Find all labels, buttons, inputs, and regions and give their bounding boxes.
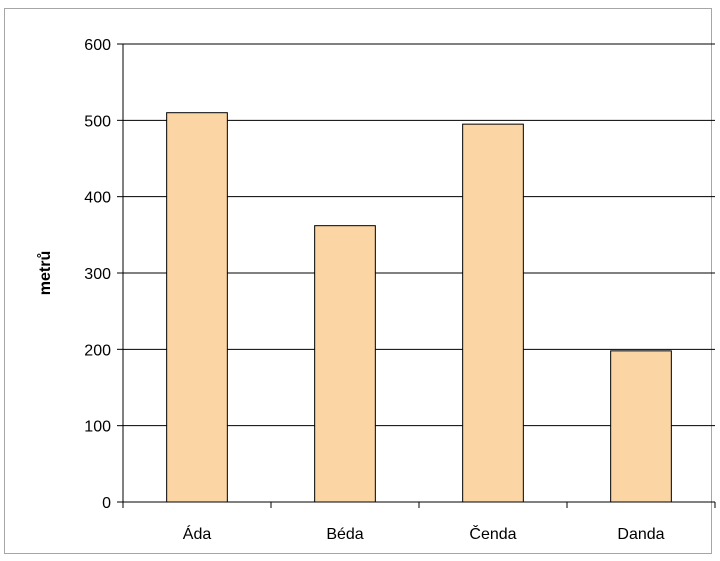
y-tick-label: 100 xyxy=(84,419,111,436)
tick-labels: 0 100 200 300 400 500 600 Áda Béda Čenda Danda xyxy=(84,37,664,543)
bars xyxy=(166,112,672,503)
x-tick-label: Béda xyxy=(326,526,363,543)
y-tick-label: 200 xyxy=(84,342,111,359)
x-tick-label: Áda xyxy=(183,524,212,543)
y-tick-label: 300 xyxy=(84,266,111,283)
bar xyxy=(166,112,228,503)
y-axis-title: metrů xyxy=(37,251,54,295)
x-tick-label: Čenda xyxy=(469,524,516,543)
y-tick-label: 0 xyxy=(102,495,111,512)
axes xyxy=(117,43,716,508)
bar xyxy=(462,123,524,503)
y-tick-label: 500 xyxy=(84,113,111,130)
y-tick-label: 400 xyxy=(84,190,111,207)
bar xyxy=(610,350,672,503)
x-tick-label: Danda xyxy=(617,526,664,543)
bar xyxy=(314,225,376,503)
y-tick-label: 600 xyxy=(84,37,111,54)
